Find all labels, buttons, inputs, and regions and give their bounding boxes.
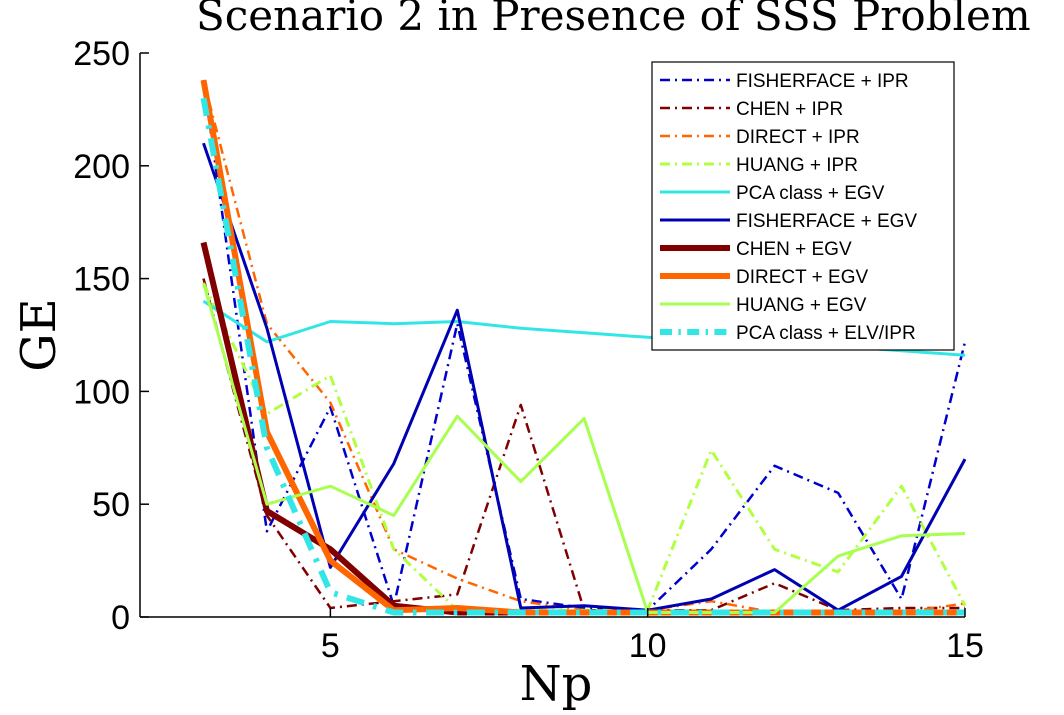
- x-tick-label-3: 15: [946, 627, 984, 665]
- y-tick-label-2: 50: [92, 486, 130, 524]
- legend-label-3: DIRECT + IPR: [736, 127, 860, 148]
- y-tick-label-5: 200: [73, 148, 130, 186]
- x-tick-label-1: 5: [321, 627, 340, 665]
- series-line-1: [202, 79, 967, 612]
- x-axis-label: Np: [520, 656, 593, 710]
- y-axis-label: GE: [11, 298, 67, 371]
- legend-label-8: DIRECT + EGV: [736, 267, 868, 288]
- chart-title: Scenario 2 in Presence of SSS Problem: [196, 0, 1031, 40]
- legend-label-4: HUANG + IPR: [736, 155, 858, 176]
- legend-box: [651, 61, 955, 351]
- legend-label-7: CHEN + EGV: [736, 239, 852, 260]
- series-line-9: [202, 282, 966, 614]
- legend-label-5: PCA class + EGV: [736, 183, 885, 204]
- y-tick-label-4: 150: [73, 261, 130, 299]
- series-line-10: [200, 97, 965, 616]
- legend-label-10: PCA class + ELV/IPR: [736, 323, 916, 344]
- y-tick-label-6: 250: [73, 35, 130, 73]
- legend-label-2: CHEN + IPR: [736, 99, 843, 120]
- legend-label-1: FISHERFACE + IPR: [736, 71, 909, 92]
- legend-label-9: HUANG + EGV: [736, 295, 867, 316]
- y-tick-label-3: 100: [73, 373, 130, 411]
- legend: FISHERFACE + IPR CHEN + IPR DIRECT + IPR HU…: [651, 61, 955, 351]
- legend-label-6: FISHERFACE + EGV: [736, 211, 917, 232]
- y-tick-label-1: 0: [111, 599, 130, 637]
- x-tick-label-2: 10: [629, 627, 667, 665]
